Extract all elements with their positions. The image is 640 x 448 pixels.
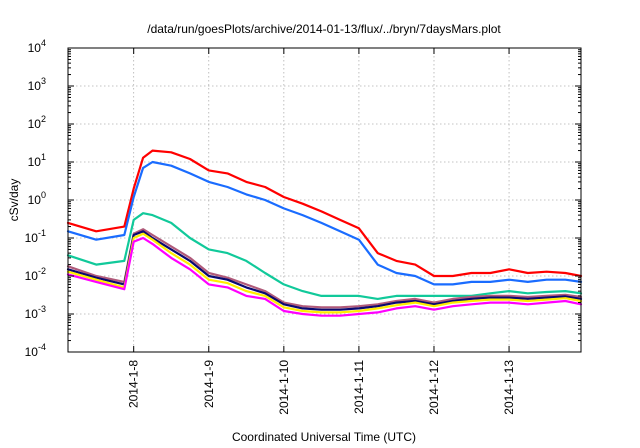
series-line [66,212,583,300]
y-tick-label: 100 [28,190,46,207]
series-line [66,228,583,309]
series-group [66,149,583,317]
x-tick-label: 2014-1-8 [127,360,141,408]
grid-lines [68,48,581,352]
x-tick-label: 2014-1-13 [502,360,516,415]
y-tick-label: 104 [28,38,46,55]
y-axis-label: cSv/day [7,179,21,222]
chart-title: /data/run/goesPlots/archive/2014-01-13/f… [147,22,501,36]
series-line [66,160,583,286]
series-line [66,230,583,311]
y-tick-label: 102 [28,114,46,131]
axis-ticks: 10-4 10-3 10-2 10-1 100 101 102 103 104 2014-1-8 2… [25,38,581,415]
y-tick-label: 10-1 [25,228,46,245]
x-tick-label: 2014-1-12 [427,360,441,415]
y-tick-label: 10-2 [25,266,46,283]
y-tick-label: 101 [28,152,46,169]
x-tick-label: 2014-1-9 [202,360,216,408]
x-tick-label: 2014-1-11 [352,360,366,414]
series-line [66,236,583,317]
y-tick-label: 10-3 [25,304,46,321]
series-line [66,232,583,314]
series-line [66,149,583,278]
x-axis-label: Coordinated Universal Time (UTC) [232,430,416,444]
y-tick-label: 10-4 [25,342,46,359]
y-tick-label: 103 [28,76,46,93]
x-tick-label: 2014-1-10 [277,360,291,415]
